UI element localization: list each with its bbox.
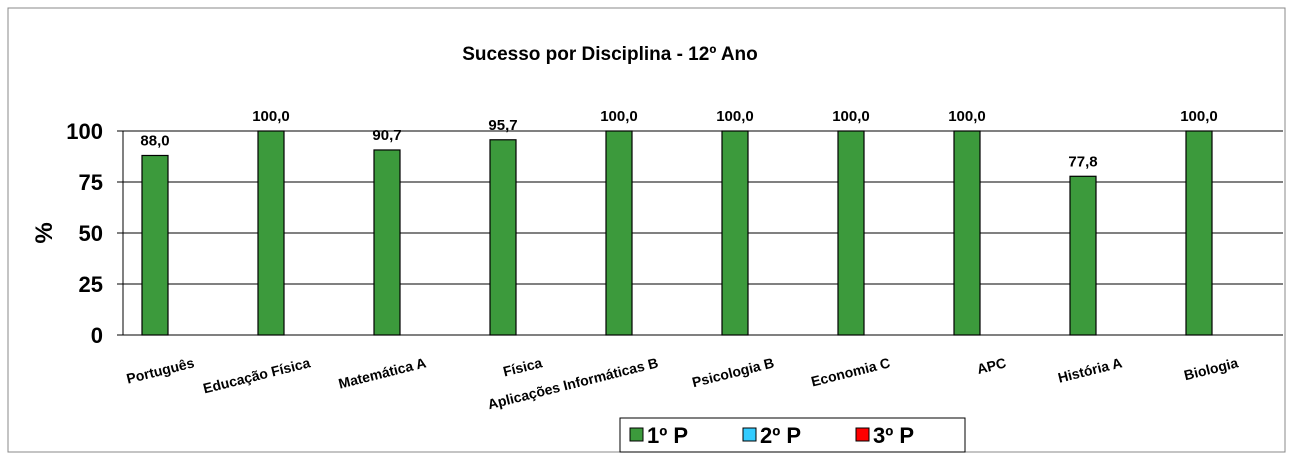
legend-label: 3º P [873,423,914,448]
y-tick-label: 0 [91,323,103,348]
bar [257,130,285,336]
legend-swatch [629,427,644,442]
y-tick-label: 100 [66,119,103,144]
bar [1185,130,1213,336]
data-label: 100,0 [948,108,986,125]
y-tick-label: 50 [79,221,103,246]
data-label: 100,0 [600,108,638,125]
data-label: 77,8 [1068,153,1097,170]
legend-box [619,417,966,453]
data-label: 95,7 [488,117,517,134]
x-tick-label: APC [975,354,1008,377]
data-label: 88,0 [140,132,169,149]
legend-swatch [742,427,757,442]
bar [721,130,749,336]
bar [373,149,401,336]
data-label: 100,0 [832,108,870,125]
y-axis-label: % [31,222,58,243]
legend-label: 1º P [647,423,688,448]
bar [489,139,517,336]
y-tick-label: 75 [79,170,103,195]
data-label: 100,0 [252,108,290,125]
data-label: 100,0 [1180,108,1218,125]
bar [605,130,633,336]
bar [953,130,981,336]
data-label: 90,7 [372,127,401,144]
chart-title: Sucesso por Disciplina - 12º Ano [462,44,758,65]
bar [141,154,169,336]
legend-swatch [855,427,870,442]
y-tick-label: 25 [79,272,103,297]
legend-label: 2º P [760,423,801,448]
bar [1069,175,1097,336]
bar [837,130,865,336]
data-label: 100,0 [716,108,754,125]
